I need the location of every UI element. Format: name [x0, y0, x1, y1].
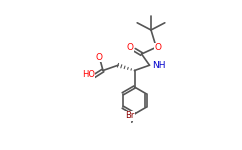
Text: O: O	[95, 52, 102, 62]
Text: NH: NH	[152, 61, 166, 70]
Text: O: O	[126, 44, 133, 52]
Text: O: O	[155, 44, 162, 52]
Text: HO: HO	[82, 70, 95, 79]
Text: Br: Br	[125, 111, 134, 120]
